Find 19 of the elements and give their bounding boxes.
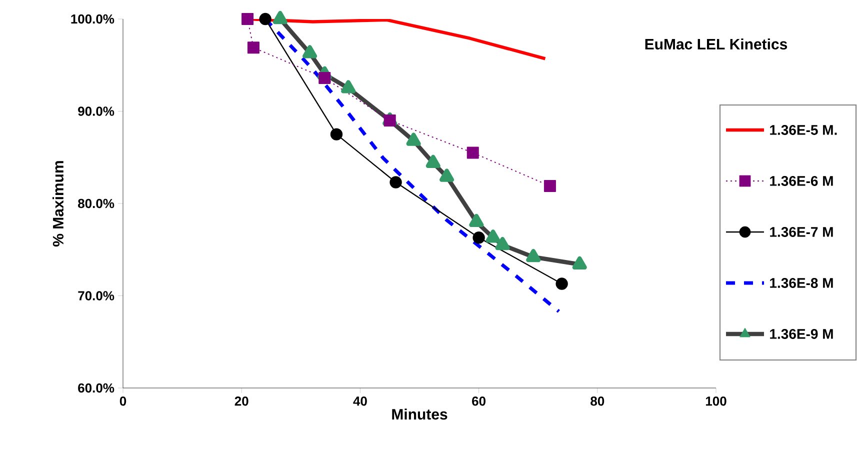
y-tick-label: 70.0% <box>78 291 114 300</box>
y-tick-label: 90.0% <box>78 106 114 116</box>
legend-label: 1.36E-9 M <box>770 329 833 339</box>
legend-label: 1.36E-6 M <box>770 176 833 186</box>
x-tick-label: 60 <box>472 396 486 406</box>
y-tick-label: 60.0% <box>78 383 114 393</box>
x-tick-label: 0 <box>120 396 126 406</box>
x-tick-label: 20 <box>234 396 248 406</box>
x-tick-label: 100 <box>706 396 726 406</box>
legend-label: 1.36E-8 M <box>770 278 833 288</box>
legend-label: 1.36E-5 M. <box>770 125 837 135</box>
x-axis-title: Minutes <box>392 408 448 420</box>
y-axis-title: % Maximum <box>52 161 64 246</box>
x-tick-label: 40 <box>353 396 367 406</box>
legend-label: 1.36E-7 M <box>770 227 833 237</box>
x-tick-label: 80 <box>590 396 604 406</box>
text: EuMac LEL Kinetics <box>645 38 788 50</box>
y-tick-label: 100.0% <box>71 14 114 24</box>
y-tick-label: 80.0% <box>78 198 114 208</box>
